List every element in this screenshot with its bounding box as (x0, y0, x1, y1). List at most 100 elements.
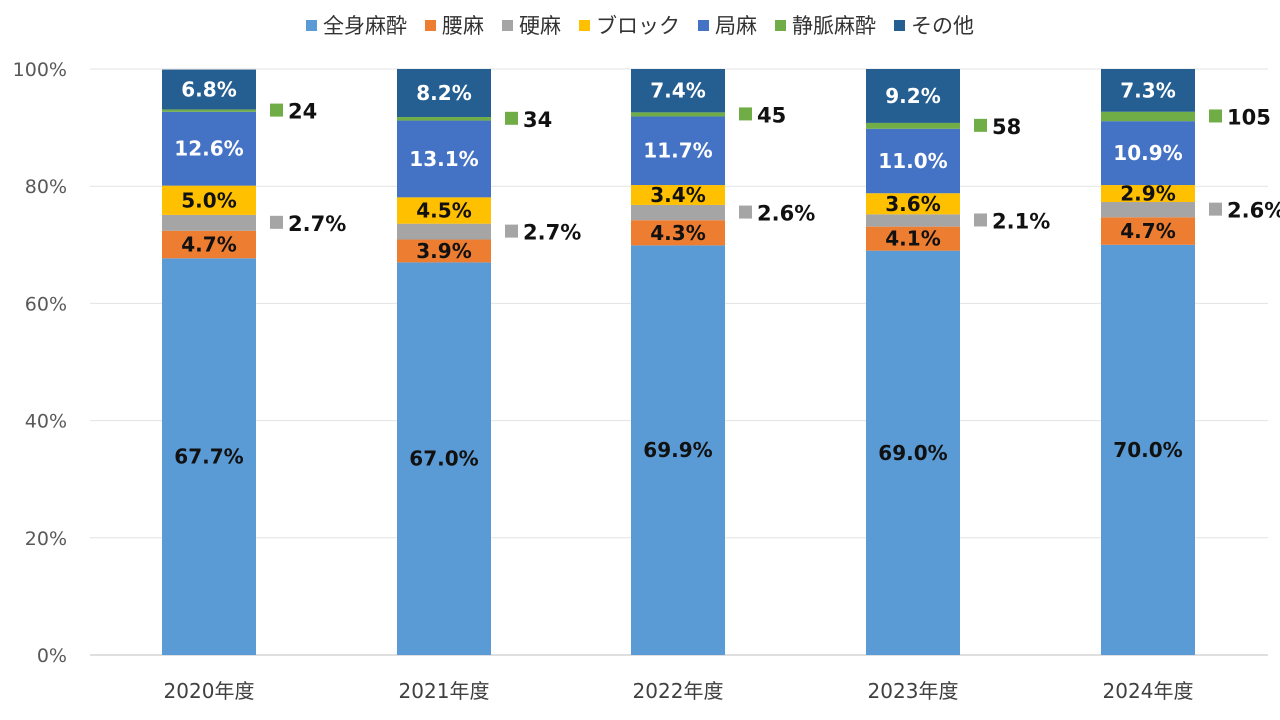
bar-segment (1101, 121, 1195, 186)
y-tick-label: 80% (25, 176, 67, 198)
bar-segment (397, 262, 491, 655)
data-label: 4.5% (416, 199, 471, 223)
bar-segment (162, 111, 256, 186)
data-label: 3.9% (416, 239, 471, 263)
y-tick-label: 40% (25, 411, 67, 433)
data-label: 3.6% (885, 192, 940, 216)
bar-segment (397, 69, 491, 118)
bar-segment (397, 197, 491, 224)
data-label: 67.7% (174, 445, 243, 469)
y-tick-label: 100% (13, 59, 67, 81)
bar-segment (1101, 111, 1195, 122)
bar-segment (866, 214, 960, 227)
bar-segment (866, 226, 960, 251)
bar-segment (631, 185, 725, 205)
data-label: 2.6% (757, 202, 815, 226)
data-label-marker (739, 107, 752, 121)
data-label: 13.1% (409, 147, 478, 171)
y-tick-label: 20% (25, 528, 67, 550)
bar-segment (866, 250, 960, 655)
bar-segment (1101, 69, 1195, 112)
x-tick-label: 2023年度 (868, 679, 959, 703)
data-label: 7.4% (650, 79, 705, 103)
data-label: 8.2% (416, 81, 471, 105)
bar-segment (162, 185, 256, 215)
data-label: 2.1% (992, 209, 1050, 233)
bar-segment (631, 220, 725, 246)
legend-swatch (775, 19, 786, 31)
data-label: 11.0% (878, 149, 947, 173)
data-label: 4.1% (885, 227, 940, 251)
data-label: 7.3% (1120, 78, 1175, 102)
data-label: 67.0% (409, 447, 478, 471)
x-tick-label: 2021年度 (399, 679, 490, 703)
data-label: 69.0% (878, 441, 947, 465)
legend-swatch (306, 19, 317, 31)
legend-item: 静脈麻酔 (775, 10, 876, 40)
bar-segment (866, 128, 960, 194)
data-label: 6.8% (181, 78, 236, 102)
bar-segment (866, 69, 960, 123)
bar-segment (397, 117, 491, 121)
data-label: 4.7% (1120, 219, 1175, 243)
data-label: 69.9% (643, 438, 712, 462)
data-label: 10.9% (1113, 141, 1182, 165)
bar-segment (631, 69, 725, 113)
bar-segment (631, 116, 725, 186)
legend-label: 全身麻酔 (323, 14, 407, 38)
data-label-marker (1209, 202, 1222, 216)
bar-segment (162, 214, 256, 231)
legend-item: ブロック (579, 10, 680, 40)
bar-segment (1101, 244, 1195, 656)
bar-segment (631, 204, 725, 221)
data-label-marker (1209, 109, 1222, 123)
bar-segment (162, 109, 256, 112)
bar-segment (1101, 202, 1195, 218)
bar-segment (866, 122, 960, 129)
data-label: 2.7% (523, 221, 581, 245)
data-label: 11.7% (643, 139, 712, 163)
legend-swatch (698, 19, 709, 31)
data-label: 12.6% (174, 137, 243, 161)
data-label: 9.2% (885, 84, 940, 108)
legend-swatch (425, 19, 436, 31)
legend-swatch (579, 19, 590, 31)
data-label-marker (270, 103, 283, 117)
data-label: 34 (523, 108, 552, 132)
bar-segment (162, 258, 256, 655)
legend-label: 腰麻 (442, 14, 484, 38)
data-label-marker (974, 213, 987, 227)
legend-item: 全身麻酔 (306, 10, 407, 40)
data-label: 4.3% (650, 221, 705, 245)
x-tick-label: 2022年度 (633, 679, 724, 703)
x-tick-label: 2020年度 (164, 679, 255, 703)
data-label: 58 (992, 115, 1021, 139)
data-label-marker (974, 118, 987, 132)
bar-segment (866, 193, 960, 215)
bar-segment (397, 223, 491, 240)
legend-item: その他 (894, 10, 974, 40)
data-label-marker (505, 111, 518, 125)
bar-segment (631, 245, 725, 656)
data-label: 2.6% (1227, 199, 1280, 223)
data-label: 4.7% (181, 233, 236, 257)
y-tick-label: 60% (25, 293, 67, 315)
data-label-marker (270, 215, 283, 229)
legend-item: 局麻 (698, 10, 757, 40)
legend-item: 硬麻 (502, 10, 561, 40)
legend-label: 静脈麻酔 (792, 14, 876, 38)
bar-segment (162, 69, 256, 110)
bar-segment (1101, 185, 1195, 203)
data-label-marker (739, 205, 752, 219)
data-label: 70.0% (1113, 438, 1182, 462)
bar-segment (397, 239, 491, 263)
chart-legend: 全身麻酔 腰麻 硬麻 ブロック 局麻 静脈麻酔 その他 (0, 8, 1280, 42)
data-label: 45 (757, 103, 786, 127)
bar-segment (1101, 217, 1195, 245)
y-tick-label: 0% (37, 645, 67, 667)
legend-swatch (894, 19, 905, 31)
data-label: 2.7% (288, 212, 346, 236)
legend-label: ブロック (596, 14, 680, 38)
x-tick-label: 2024年度 (1103, 679, 1194, 703)
